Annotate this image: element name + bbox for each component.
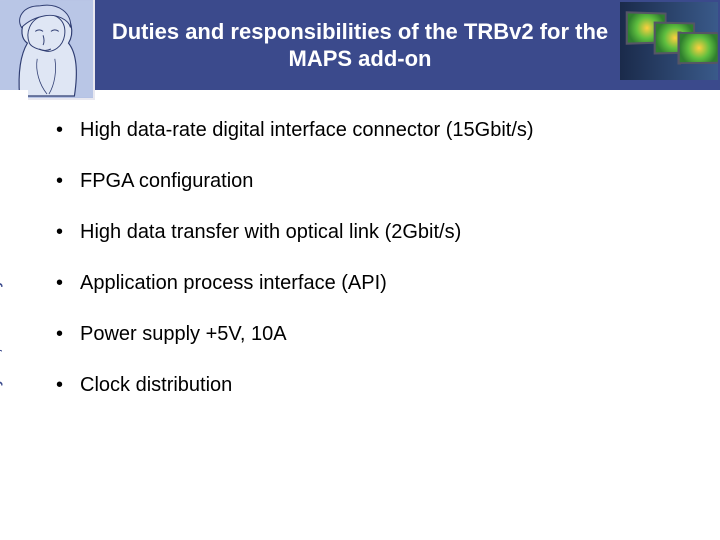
list-item: Clock distribution <box>56 373 700 398</box>
bullet-list: High data-rate digital interface connect… <box>40 118 700 398</box>
slide-title: Duties and responsibilities of the TRBv2… <box>100 18 620 73</box>
portrait-image <box>0 0 95 100</box>
list-item: High data transfer with optical link (2G… <box>56 220 700 245</box>
list-item: Power supply +5V, 10A <box>56 322 700 347</box>
goethe-portrait-icon <box>0 0 93 98</box>
list-item: FPGA configuration <box>56 169 700 194</box>
slide: Duties and responsibilities of the TRBv2… <box>0 0 720 540</box>
header-right-image <box>620 2 718 80</box>
list-item: High data-rate digital interface connect… <box>56 118 700 143</box>
title-band: Duties and responsibilities of the TRBv2… <box>0 0 720 90</box>
render-thumb-icon <box>678 32 718 65</box>
content-area: High data-rate digital interface connect… <box>40 118 700 520</box>
sidebar-affiliation: Institute for Nuclear Physics, Universit… <box>0 201 3 534</box>
list-item: Application process interface (API) <box>56 271 700 296</box>
sidebar: Institute for Nuclear Physics, Universit… <box>0 90 28 540</box>
